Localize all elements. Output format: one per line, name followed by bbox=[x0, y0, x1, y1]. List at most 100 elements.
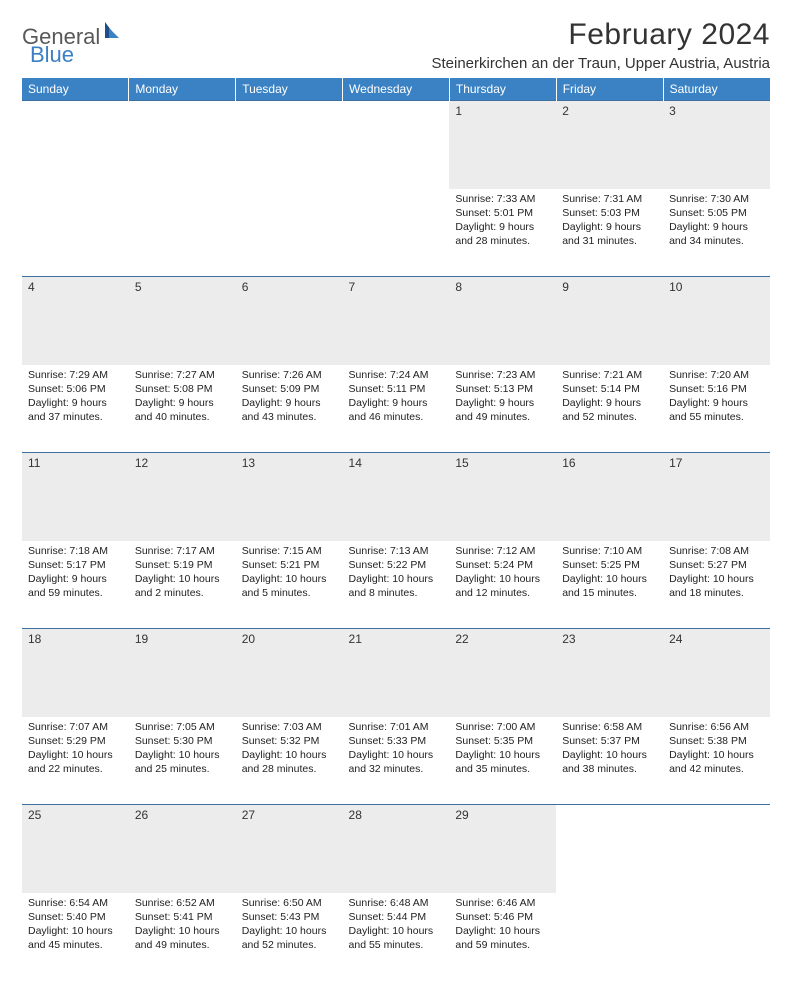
daylight-text-1: Daylight: 10 hours bbox=[242, 748, 337, 762]
day-detail-cell: Sunrise: 7:29 AMSunset: 5:06 PMDaylight:… bbox=[22, 365, 129, 453]
daynum-row: 18192021222324 bbox=[22, 629, 770, 717]
weekday-header: Thursday bbox=[449, 78, 556, 101]
daylight-text-1: Daylight: 9 hours bbox=[562, 220, 657, 234]
daylight-text-1: Daylight: 9 hours bbox=[562, 396, 657, 410]
day-number-cell bbox=[556, 805, 663, 893]
calendar-body: 123Sunrise: 7:33 AMSunset: 5:01 PMDaylig… bbox=[22, 101, 770, 981]
daylight-text-1: Daylight: 9 hours bbox=[669, 396, 764, 410]
logo-text-blue: Blue bbox=[30, 42, 74, 67]
sunrise-text: Sunrise: 7:07 AM bbox=[28, 720, 123, 734]
daylight-text-1: Daylight: 10 hours bbox=[242, 924, 337, 938]
weekday-header-row: SundayMondayTuesdayWednesdayThursdayFrid… bbox=[22, 78, 770, 101]
daylight-text-1: Daylight: 10 hours bbox=[28, 924, 123, 938]
sunrise-text: Sunrise: 7:18 AM bbox=[28, 544, 123, 558]
day-detail-cell: Sunrise: 7:08 AMSunset: 5:27 PMDaylight:… bbox=[663, 541, 770, 629]
day-number-cell: 12 bbox=[129, 453, 236, 541]
detail-row: Sunrise: 7:07 AMSunset: 5:29 PM Daylight:… bbox=[22, 717, 770, 805]
day-detail-cell: Sunrise: 7:27 AMSunset: 5:08 PMDaylight:… bbox=[129, 365, 236, 453]
daylight-text-2: and 8 minutes. bbox=[349, 586, 444, 600]
sunrise-text: Sunrise: 7:26 AM bbox=[242, 368, 337, 382]
day-number-cell: 7 bbox=[343, 277, 450, 365]
sunset-text: Sunset: 5:22 PM bbox=[349, 558, 444, 572]
sunrise-text: Sunrise: 7:29 AM bbox=[28, 368, 123, 382]
sunset-text: Sunset: 5:17 PM bbox=[28, 558, 123, 572]
sunrise-text: Sunrise: 7:00 AM bbox=[455, 720, 550, 734]
day-number-cell bbox=[22, 101, 129, 189]
weekday-header: Wednesday bbox=[343, 78, 450, 101]
day-number-cell: 5 bbox=[129, 277, 236, 365]
day-detail-cell: Sunrise: 7:03 AMSunset: 5:32 PMDaylight:… bbox=[236, 717, 343, 805]
sunrise-text: Sunrise: 7:23 AM bbox=[455, 368, 550, 382]
day-detail-cell: Sunrise: 7:17 AMSunset: 5:19 PMDaylight:… bbox=[129, 541, 236, 629]
sunset-text: Sunset: 5:29 PM bbox=[28, 734, 123, 748]
daylight-text-2: and 15 minutes. bbox=[562, 586, 657, 600]
day-detail-cell: Sunrise: 7:20 AMSunset: 5:16 PMDaylight:… bbox=[663, 365, 770, 453]
daylight-text-1: Daylight: 9 hours bbox=[28, 572, 123, 586]
sunrise-text: Sunrise: 7:03 AM bbox=[242, 720, 337, 734]
daylight-text-1: Daylight: 10 hours bbox=[135, 748, 230, 762]
daylight-text-1: Daylight: 9 hours bbox=[455, 396, 550, 410]
location-subtitle: Steinerkirchen an der Traun, Upper Austr… bbox=[431, 55, 770, 72]
day-number-cell: 22 bbox=[449, 629, 556, 717]
detail-row: Sunrise: 6:54 AMSunset: 5:40 PMDaylight:… bbox=[22, 893, 770, 981]
day-detail-cell: Sunrise: 7:07 AMSunset: 5:29 PMDaylight:… bbox=[22, 717, 129, 805]
sunset-text: Sunset: 5:19 PM bbox=[135, 558, 230, 572]
daylight-text-2: and 5 minutes. bbox=[242, 586, 337, 600]
daylight-text-2: and 55 minutes. bbox=[669, 410, 764, 424]
day-number-cell: 2 bbox=[556, 101, 663, 189]
day-detail-cell: Sunrise: 6:54 AMSunset: 5:40 PMDaylight:… bbox=[22, 893, 129, 981]
daylight-text-2: and 28 minutes. bbox=[455, 234, 550, 248]
day-detail-cell: Sunrise: 6:46 AMSunset: 5:46 PMDaylight:… bbox=[449, 893, 556, 981]
sunrise-text: Sunrise: 6:50 AM bbox=[242, 896, 337, 910]
weekday-header: Sunday bbox=[22, 78, 129, 101]
daylight-text-1: Daylight: 10 hours bbox=[135, 924, 230, 938]
day-detail-cell: Sunrise: 6:50 AMSunset: 5:43 PMDaylight:… bbox=[236, 893, 343, 981]
daylight-text-1: Daylight: 9 hours bbox=[28, 396, 123, 410]
day-number-cell: 17 bbox=[663, 453, 770, 541]
daylight-text-2: and 34 minutes. bbox=[669, 234, 764, 248]
day-detail-cell: Sunrise: 7:23 AMSunset: 5:13 PMDaylight:… bbox=[449, 365, 556, 453]
daylight-text-2: and 35 minutes. bbox=[455, 762, 550, 776]
daylight-text-1: Daylight: 10 hours bbox=[455, 748, 550, 762]
sunrise-text: Sunrise: 7:10 AM bbox=[562, 544, 657, 558]
daynum-row: 123 bbox=[22, 101, 770, 189]
sunrise-text: Sunrise: 6:58 AM bbox=[562, 720, 657, 734]
sunset-text: Sunset: 5:08 PM bbox=[135, 382, 230, 396]
day-detail-cell: Sunrise: 7:01 AMSunset: 5:33 PMDaylight:… bbox=[343, 717, 450, 805]
sunrise-text: Sunrise: 7:33 AM bbox=[455, 192, 550, 206]
day-number-cell: 13 bbox=[236, 453, 343, 541]
weekday-header: Tuesday bbox=[236, 78, 343, 101]
daylight-text-2: and 52 minutes. bbox=[562, 410, 657, 424]
sunrise-text: Sunrise: 7:15 AM bbox=[242, 544, 337, 558]
sunrise-text: Sunrise: 6:52 AM bbox=[135, 896, 230, 910]
sunrise-text: Sunrise: 7:21 AM bbox=[562, 368, 657, 382]
day-number-cell: 16 bbox=[556, 453, 663, 541]
sunrise-text: Sunrise: 7:27 AM bbox=[135, 368, 230, 382]
sunrise-text: Sunrise: 7:05 AM bbox=[135, 720, 230, 734]
day-number-cell bbox=[129, 101, 236, 189]
sunrise-text: Sunrise: 7:08 AM bbox=[669, 544, 764, 558]
day-number-cell: 29 bbox=[449, 805, 556, 893]
day-detail-cell: Sunrise: 7:33 AMSunset: 5:01 PMDaylight:… bbox=[449, 189, 556, 277]
weekday-header: Saturday bbox=[663, 78, 770, 101]
day-number-cell: 15 bbox=[449, 453, 556, 541]
daylight-text-2: and 43 minutes. bbox=[242, 410, 337, 424]
sunset-text: Sunset: 5:30 PM bbox=[135, 734, 230, 748]
daylight-text-2: and 42 minutes. bbox=[669, 762, 764, 776]
daylight-text-2: and 31 minutes. bbox=[562, 234, 657, 248]
sunset-text: Sunset: 5:14 PM bbox=[562, 382, 657, 396]
sunrise-text: Sunrise: 7:01 AM bbox=[349, 720, 444, 734]
sunset-text: Sunset: 5:43 PM bbox=[242, 910, 337, 924]
day-number-cell: 9 bbox=[556, 277, 663, 365]
daylight-text-1: Daylight: 9 hours bbox=[242, 396, 337, 410]
daylight-text-2: and 49 minutes. bbox=[455, 410, 550, 424]
daylight-text-1: Daylight: 10 hours bbox=[135, 572, 230, 586]
daynum-row: 2526272829 bbox=[22, 805, 770, 893]
sunrise-text: Sunrise: 7:20 AM bbox=[669, 368, 764, 382]
sunrise-text: Sunrise: 7:30 AM bbox=[669, 192, 764, 206]
day-detail-cell: Sunrise: 7:21 AMSunset: 5:14 PMDaylight:… bbox=[556, 365, 663, 453]
daylight-text-1: Daylight: 10 hours bbox=[669, 572, 764, 586]
day-detail-cell: Sunrise: 6:48 AMSunset: 5:44 PMDaylight:… bbox=[343, 893, 450, 981]
logo-text-blue-wrap: Blue bbox=[30, 42, 74, 68]
sunrise-text: Sunrise: 6:46 AM bbox=[455, 896, 550, 910]
